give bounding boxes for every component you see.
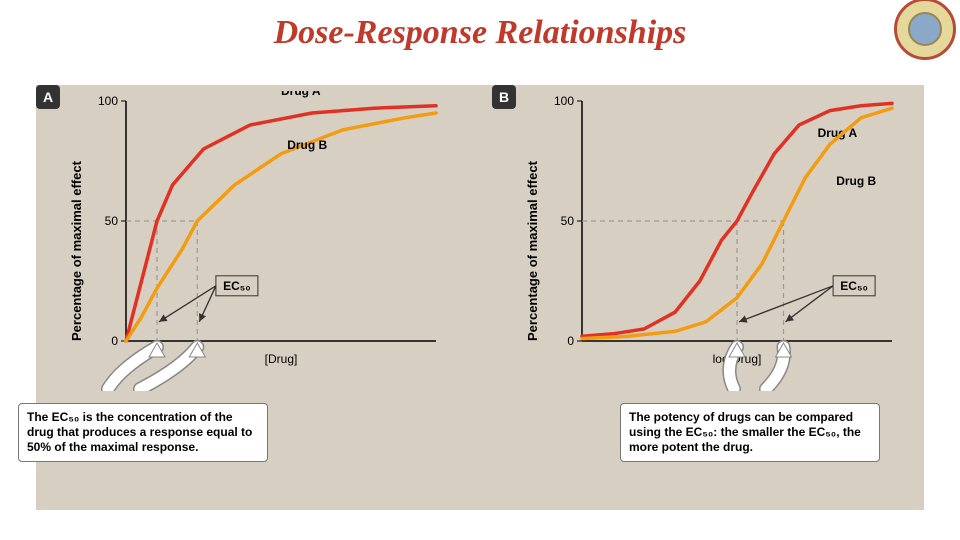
svg-text:100: 100 — [98, 94, 118, 108]
callout-b: The potency of drugs can be compared usi… — [620, 403, 880, 462]
figure-area: A 0 50 100 Drug A Drug B EC₅₀ [Drug] Percentage… — [36, 85, 924, 510]
y-axis-label: Percentage of maximal effect — [525, 161, 540, 341]
panel-a: A 0 50 100 Drug A Drug B EC₅₀ [Drug] Percentage… — [36, 85, 468, 510]
svg-text:0: 0 — [567, 334, 574, 348]
svg-text:50: 50 — [561, 214, 575, 228]
svg-text:50: 50 — [105, 214, 119, 228]
ec50-box-label: EC₅₀ — [223, 279, 251, 293]
curve-drugA — [126, 106, 436, 341]
curve-label-drugA: Drug A — [281, 91, 321, 98]
y-axis-label: Percentage of maximal effect — [69, 161, 84, 341]
panel-b-badge: B — [492, 85, 516, 109]
curve-drugB — [126, 113, 436, 341]
svg-text:0: 0 — [111, 334, 118, 348]
university-seal-icon — [894, 0, 956, 60]
panel-a-badge: A — [36, 85, 60, 109]
seal-inner-icon — [908, 12, 942, 46]
panel-b-plot: 050100Drug ADrug BEC₅₀log[Drug] — [552, 91, 902, 391]
callout-a: The EC₅₀ is the concentration of the dru… — [18, 403, 268, 462]
panel-b: B 050100Drug ADrug BEC₅₀log[Drug]Percent… — [492, 85, 924, 510]
page-title: Dose-Response Relationships — [274, 14, 687, 52]
svg-text:100: 100 — [554, 94, 574, 108]
curve-label-drugB: Drug B — [836, 174, 876, 188]
ec50-box-label: EC₅₀ — [840, 279, 868, 293]
x-axis-label: [Drug] — [265, 352, 298, 366]
curve-label-drugB: Drug B — [287, 138, 327, 152]
panel-a-plot: 0 50 100 Drug A Drug B EC₅₀ [Drug] — [96, 91, 446, 391]
